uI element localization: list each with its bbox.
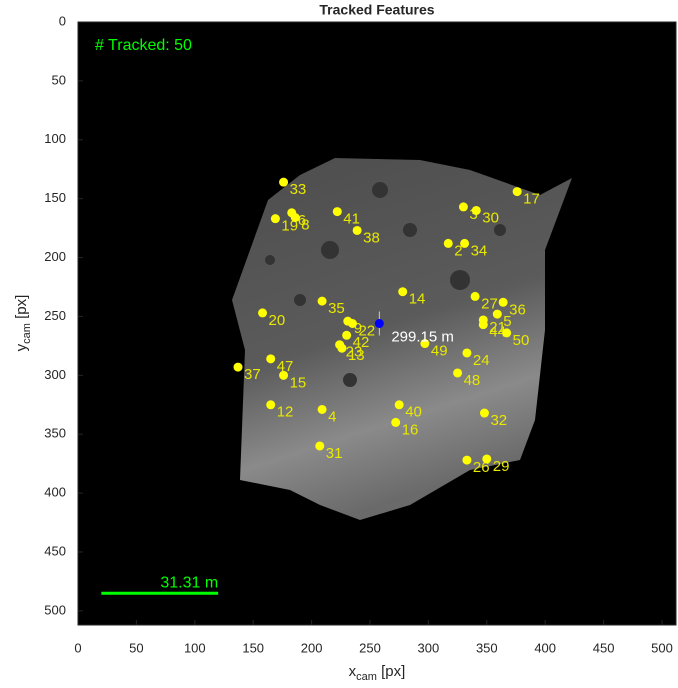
feature-point <box>391 418 400 427</box>
x-tick-label: 450 <box>593 640 615 655</box>
y-tick-label: 400 <box>44 485 66 500</box>
y-tick-label: 500 <box>44 602 66 617</box>
feature-label: 12 <box>277 404 294 421</box>
feature-label: 4 <box>328 408 336 425</box>
y-tick-label: 450 <box>44 543 66 558</box>
scale-bar-label: 31.31 m <box>160 574 218 591</box>
x-tick-label: 400 <box>534 640 556 655</box>
feature-point <box>279 178 288 187</box>
feature-point <box>499 298 508 307</box>
feature-point <box>271 214 280 223</box>
y-tick-label: 0 <box>59 13 66 28</box>
feature-point <box>502 328 511 337</box>
feature-point <box>398 287 407 296</box>
center-point <box>375 319 384 328</box>
feature-point <box>258 308 267 317</box>
feature-label: 29 <box>493 458 510 475</box>
chart-title: Tracked Features <box>319 2 434 18</box>
feature-point <box>337 344 346 353</box>
feature-point <box>444 239 453 248</box>
feature-point <box>395 400 404 409</box>
feature-point <box>342 331 351 340</box>
feature-point <box>318 405 327 414</box>
feature-point <box>462 348 471 357</box>
feature-label: 41 <box>343 211 360 228</box>
y-label-unit: [px] <box>13 295 30 323</box>
feature-label: 34 <box>471 242 488 259</box>
y-tick-label: 250 <box>44 308 66 323</box>
feature-label: 40 <box>405 404 422 421</box>
feature-point <box>234 363 243 372</box>
feature-label: 48 <box>464 372 481 389</box>
range-label: 299.15 m <box>391 328 454 345</box>
x-label-unit: [px] <box>377 663 405 680</box>
x-tick-label: 350 <box>476 640 498 655</box>
feature-point <box>482 454 491 463</box>
feature-point <box>279 371 288 380</box>
x-tick-label: 300 <box>418 640 440 655</box>
feature-point <box>348 319 357 328</box>
feature-point <box>266 400 275 409</box>
feature-label: 38 <box>363 229 380 246</box>
x-tick-label: 200 <box>301 640 323 655</box>
x-tick-label: 50 <box>129 640 143 655</box>
feature-label: 16 <box>402 421 419 438</box>
tracked-count: # Tracked: 50 <box>95 37 192 54</box>
x-tick-label: 500 <box>651 640 673 655</box>
feature-point <box>333 207 342 216</box>
feature-label: 30 <box>482 209 499 226</box>
feature-label: 27 <box>481 295 498 312</box>
feature-label: 20 <box>269 312 286 329</box>
chart: Tracked Features # Tracked: 50 xcam [px]… <box>0 0 678 688</box>
feature-point <box>471 292 480 301</box>
feature-label: 15 <box>290 374 307 391</box>
feature-point <box>315 441 324 450</box>
feature-label: 17 <box>523 191 540 208</box>
feature-label: 35 <box>328 300 345 317</box>
feature-point <box>462 456 471 465</box>
feature-point <box>479 320 488 329</box>
y-tick-label: 200 <box>44 249 66 264</box>
feature-point <box>353 226 362 235</box>
feature-label: 50 <box>513 332 530 349</box>
feature-label: 13 <box>348 347 365 364</box>
feature-point <box>318 297 327 306</box>
feature-label: 8 <box>301 216 309 233</box>
feature-point <box>480 409 489 418</box>
feature-point <box>472 206 481 215</box>
y-tick-label: 350 <box>44 426 66 441</box>
feature-point <box>453 368 462 377</box>
y-tick-label: 300 <box>44 367 66 382</box>
x-tick-label: 250 <box>359 640 381 655</box>
y-tick-label: 50 <box>52 72 66 87</box>
feature-point <box>513 187 522 196</box>
y-label-sub: cam <box>21 323 33 344</box>
feature-label: 24 <box>473 352 490 369</box>
feature-label: 32 <box>490 412 507 429</box>
feature-point <box>460 239 469 248</box>
x-tick-label: 100 <box>184 640 206 655</box>
y-tick-label: 100 <box>44 131 66 146</box>
feature-label: 33 <box>290 181 307 198</box>
x-tick-label: 0 <box>74 640 81 655</box>
y-tick-label: 150 <box>44 190 66 205</box>
feature-label: 37 <box>244 366 261 383</box>
y-axis-label: ycam [px] <box>13 295 33 352</box>
feature-point <box>291 213 300 222</box>
x-axis-label: xcam [px] <box>349 663 406 683</box>
x-tick-label: 150 <box>242 640 264 655</box>
feature-point <box>459 202 468 211</box>
feature-label: 31 <box>326 445 343 462</box>
feature-point <box>493 310 502 319</box>
x-label-sub: cam <box>356 671 377 683</box>
feature-point <box>266 354 275 363</box>
feature-label: 14 <box>409 291 426 308</box>
